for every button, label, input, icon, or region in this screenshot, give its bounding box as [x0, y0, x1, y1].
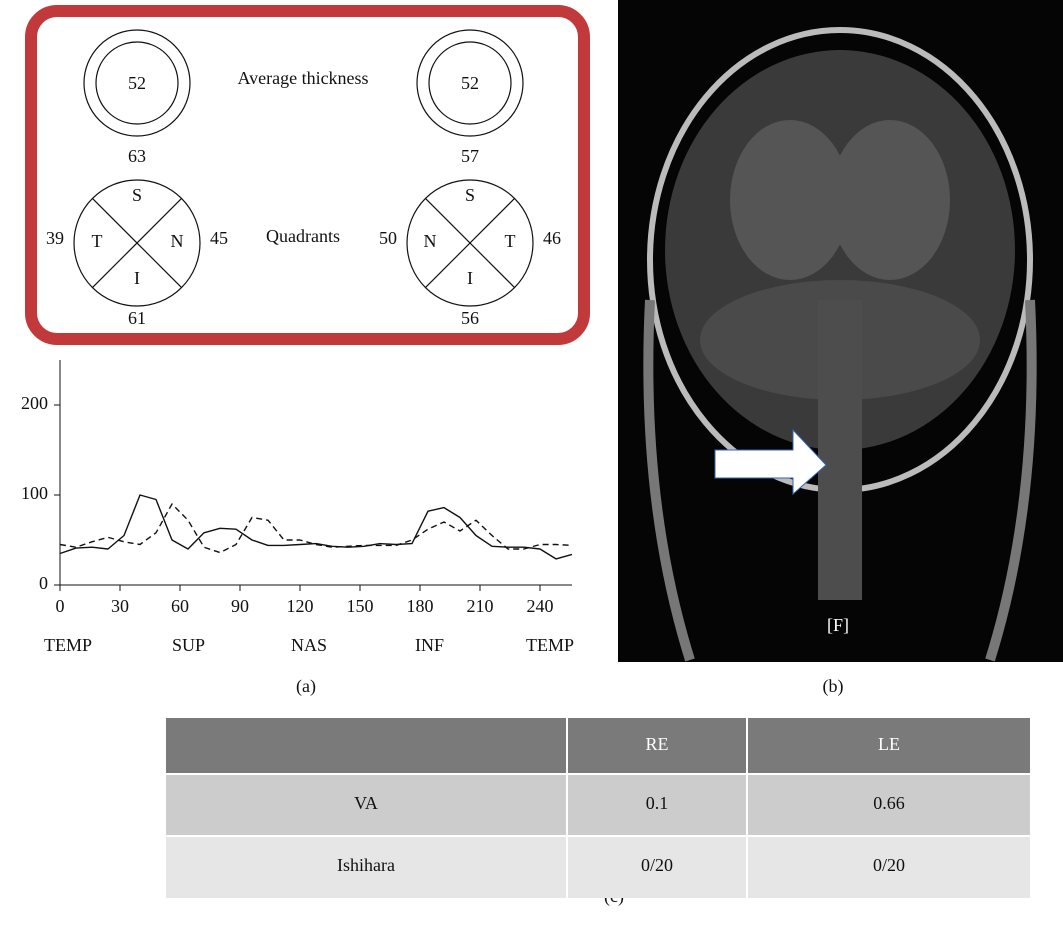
- quadrant-value: 61: [128, 308, 146, 328]
- region-label: INF: [415, 635, 444, 655]
- x-tick-label: 150: [347, 596, 374, 616]
- region-label: SUP: [172, 635, 205, 655]
- table-cell: 0/20: [641, 855, 673, 875]
- table-cell: VA: [354, 793, 378, 813]
- quadrant-letter: N: [171, 231, 184, 251]
- x-tick-label: 0: [56, 596, 65, 616]
- average-value: 52: [461, 73, 479, 93]
- data-line: [60, 495, 572, 559]
- x-tick-label: 240: [527, 596, 554, 616]
- panel-label: (a): [296, 676, 316, 697]
- region-label: TEMP: [44, 635, 92, 655]
- quadrant-letter: S: [132, 185, 142, 205]
- data-line: [60, 504, 572, 553]
- quadrant-letter: T: [505, 231, 516, 251]
- quadrant-letter: T: [92, 231, 103, 251]
- panel-label: (b): [823, 676, 844, 697]
- quadrant-value: 63: [128, 146, 146, 166]
- figure: Average thickness Quadrants [F] (a) (b) …: [0, 0, 1063, 940]
- table-cell: 0/20: [873, 855, 905, 875]
- mri-image: [618, 0, 1063, 662]
- quadrant-value: 45: [210, 228, 228, 248]
- table-cell: 0.1: [646, 793, 669, 813]
- quadrant-letter: N: [424, 231, 437, 251]
- table-cell: Ishihara: [337, 855, 395, 875]
- region-label: TEMP: [526, 635, 574, 655]
- x-tick-label: 30: [111, 596, 129, 616]
- table-cell: 0.66: [873, 793, 905, 813]
- quadrant-letter: S: [465, 185, 475, 205]
- quadrant-letter: I: [467, 268, 473, 288]
- quadrant-value: 57: [461, 146, 479, 166]
- oct-frame: [31, 11, 584, 339]
- quadrant-value: 56: [461, 308, 479, 328]
- x-tick-label: 90: [231, 596, 249, 616]
- y-tick-label: 0: [39, 573, 48, 593]
- x-tick-label: 60: [171, 596, 189, 616]
- y-tick-label: 100: [21, 483, 48, 503]
- table-header: LE: [878, 734, 900, 754]
- table-header: RE: [645, 734, 668, 754]
- y-tick-label: 200: [21, 393, 48, 413]
- average-value: 52: [128, 73, 146, 93]
- x-tick-label: 120: [287, 596, 314, 616]
- quadrant-value: 39: [46, 228, 64, 248]
- region-label: NAS: [291, 635, 327, 655]
- quadrants-label: Quadrants: [266, 226, 340, 246]
- quadrant-value: 50: [379, 228, 397, 248]
- average-label: Average thickness: [237, 68, 368, 88]
- x-tick-label: 180: [407, 596, 434, 616]
- x-tick-label: 210: [467, 596, 494, 616]
- mri-label: [F]: [827, 615, 849, 635]
- quadrant-value: 46: [543, 228, 561, 248]
- quadrant-letter: I: [134, 268, 140, 288]
